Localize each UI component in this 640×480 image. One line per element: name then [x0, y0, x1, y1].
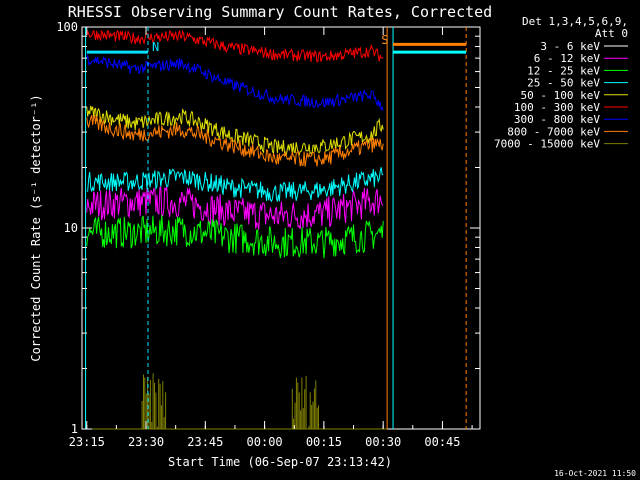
- legend-label-7: 800 - 7000 keV: [507, 125, 600, 138]
- series-5: [86, 29, 384, 64]
- legend-header-1: Det 1,3,4,5,6,9,: [522, 15, 628, 28]
- annotation-n: N: [152, 40, 159, 54]
- series-trace-7: [86, 114, 384, 167]
- series-trace-6: [86, 54, 384, 112]
- footer-timestamp: 16-Oct-2021 11:50: [554, 469, 636, 478]
- y-tick-label-2: 100: [56, 20, 78, 34]
- series-1: [86, 186, 384, 230]
- series-trace-0: [86, 242, 384, 333]
- annotation-s: S: [381, 33, 388, 47]
- x-tick-label-4: 00:15: [306, 435, 342, 449]
- y-tick-label-1: 10: [64, 221, 78, 235]
- series-trace-3: [86, 167, 384, 203]
- series-2: [86, 214, 384, 259]
- legend-label-2: 12 - 25 keV: [527, 64, 600, 77]
- y-axis: 1 10 100: [56, 20, 480, 436]
- legend-label-1: 6 - 12 keV: [534, 52, 601, 65]
- x-tick-label-5: 00:30: [365, 435, 401, 449]
- series-trace-5: [86, 29, 384, 64]
- series-3: [86, 167, 384, 203]
- series-4: [86, 105, 384, 157]
- x-axis: 23:15 23:30 23:45 00:00 00:15 00:30 00:45: [69, 27, 473, 449]
- series-0: [86, 242, 384, 333]
- series-trace-2: [86, 214, 384, 259]
- legend-label-3: 25 - 50 keV: [527, 77, 600, 90]
- chart-title: RHESSI Observing Summary Count Rates, Co…: [68, 3, 492, 21]
- legend-label-4: 50 - 100 keV: [521, 89, 601, 102]
- y-tick-label-0: 1: [71, 422, 78, 436]
- x-tick-label-2: 23:45: [187, 435, 223, 449]
- x-tick-label-1: 23:30: [128, 435, 164, 449]
- series-7: [86, 114, 384, 167]
- legend-label-5: 100 - 300 keV: [514, 101, 600, 114]
- series-trace-4: [86, 105, 384, 157]
- x-tick-label-6: 00:45: [424, 435, 460, 449]
- series-6: [86, 54, 384, 112]
- y-axis-label: Corrected Count Rate (s⁻¹ detector⁻¹): [29, 94, 43, 361]
- x-axis-label: Start Time (06-Sep-07 23:13:42): [168, 455, 392, 469]
- series-trace-1: [86, 186, 384, 230]
- legend-label-6: 300 - 800 keV: [514, 113, 600, 126]
- series-trace-8: [86, 373, 388, 430]
- series-8: [86, 373, 388, 430]
- legend-header-2: Att 0: [595, 27, 628, 40]
- x-tick-label-0: 23:15: [69, 435, 105, 449]
- legend-label-0: 3 - 6 keV: [540, 40, 600, 53]
- x-tick-label-3: 00:00: [247, 435, 283, 449]
- legend-label-8: 7000 - 15000 keV: [494, 138, 600, 151]
